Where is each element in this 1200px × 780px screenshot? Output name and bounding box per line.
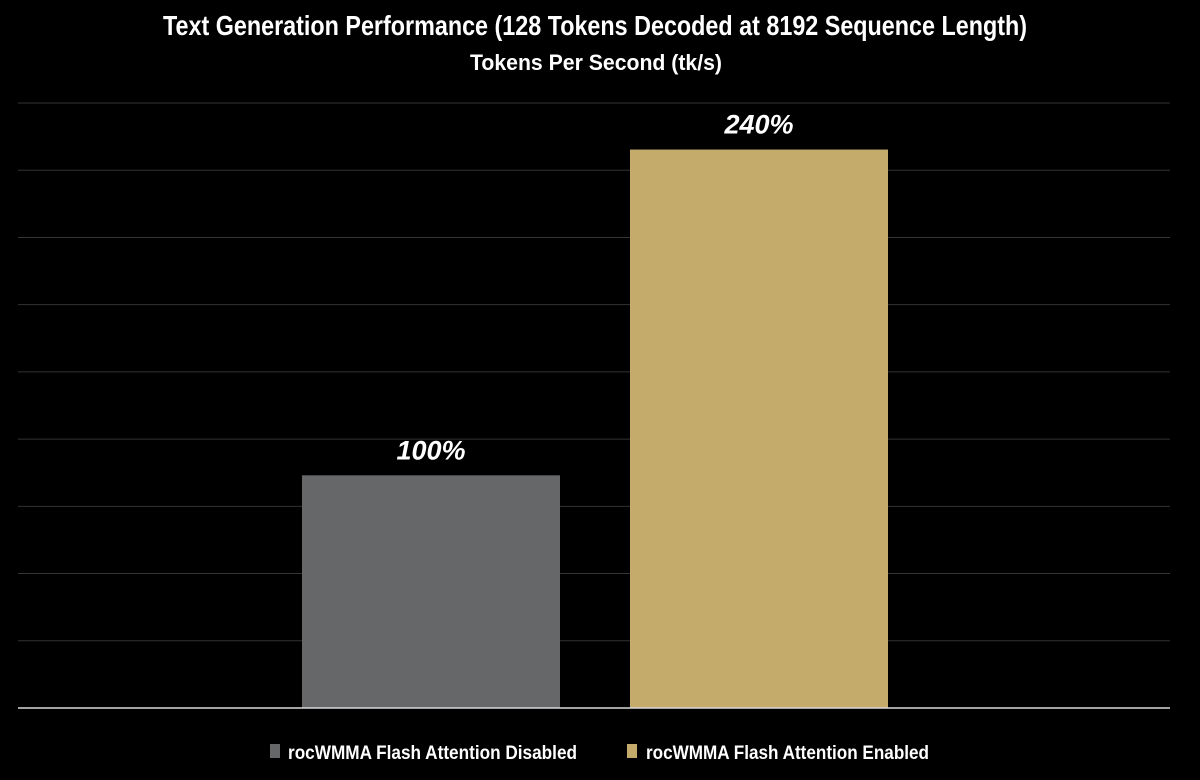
chart-title: Text Generation Performance (128 Tokens … — [163, 10, 1027, 41]
data-label: 100% — [396, 435, 465, 465]
legend-item-disabled[interactable]: rocWMMA Flash Attention Disabled — [270, 743, 577, 764]
data-label: 240% — [723, 110, 793, 140]
chart-subtitle: Tokens Per Second (tk/s) — [470, 50, 722, 75]
bars: 100% 240% — [302, 110, 888, 709]
gridlines — [18, 102, 1170, 642]
legend-swatch-disabled — [270, 744, 280, 758]
legend-item-enabled[interactable]: rocWMMA Flash Attention Enabled — [627, 743, 929, 764]
bar-enabled — [630, 149, 888, 709]
bar-disabled — [302, 475, 560, 708]
legend: rocWMMA Flash Attention Disabled rocWMMA… — [270, 743, 929, 764]
legend-swatch-enabled — [627, 744, 637, 758]
legend-label-disabled: rocWMMA Flash Attention Disabled — [288, 743, 577, 764]
legend-label-enabled: rocWMMA Flash Attention Enabled — [646, 743, 929, 764]
